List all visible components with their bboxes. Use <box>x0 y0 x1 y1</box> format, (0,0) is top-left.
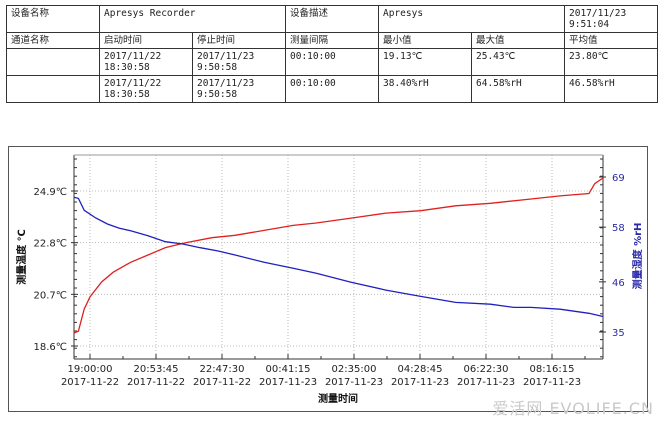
summary-table: 设备名称 Apresys Recorder 设备描述 Apresys 2017/… <box>6 5 658 103</box>
y-left-tick-label: 18.6℃ <box>34 342 68 353</box>
x-tick-date: 2017-11-22 <box>193 377 251 388</box>
cell-min: 19.13℃ <box>378 48 472 76</box>
x-tick-date: 2017-11-22 <box>61 377 119 388</box>
x-tick-date: 2017-11-23 <box>523 377 581 388</box>
y-right-title: 测量湿度 %rH <box>631 223 644 290</box>
cell-stop: 2017/11/23 9:50:58 <box>192 48 286 76</box>
y-left-title: 测量温度 ℃ <box>15 229 28 285</box>
cell-stop: 2017/11/23 9:50:58 <box>192 75 286 103</box>
report-timestamp: 2017/11/23 9:51:04 <box>564 5 658 33</box>
x-tick-date: 2017-11-23 <box>457 377 515 388</box>
x-tick-date: 2017-11-22 <box>127 377 185 388</box>
table-row: 2017/11/22 18:30:58 2017/11/23 9:50:58 00:… <box>6 75 658 103</box>
y-right-tick-label: 35 <box>612 328 625 339</box>
x-tick-date: 2017-11-23 <box>325 377 383 388</box>
chart-frame <box>8 146 648 412</box>
x-tick-time: 02:35:00 <box>332 364 377 375</box>
axes <box>71 154 606 360</box>
y-right-tick-label: 69 <box>612 173 625 184</box>
humidity-line <box>73 196 604 318</box>
table-row: 2017/11/22 18:30:58 2017/11/23 9:50:58 00:… <box>6 48 658 76</box>
x-tick-time: 08:16:15 <box>530 364 575 375</box>
cell-min: 38.40%rH <box>378 75 472 103</box>
x-tick-time: 04:28:45 <box>398 364 443 375</box>
x-tick-time: 20:53:45 <box>134 364 179 375</box>
y-left-tick-label: 22.8℃ <box>34 239 68 250</box>
cell-avg: 46.58%rH <box>564 75 658 103</box>
cell-max: 25.43℃ <box>471 48 565 76</box>
watermark: 爱活网 EVOLIFE.CN <box>492 399 654 418</box>
x-tick-time: 22:47:30 <box>200 364 245 375</box>
cell-interval: 00:10:00 <box>285 48 379 76</box>
x-tick-time: 19:00:00 <box>68 364 113 375</box>
x-tick-date: 2017-11-23 <box>391 377 449 388</box>
x-title: 测量时间 <box>318 392 358 405</box>
y-right-tick-label: 46 <box>612 278 625 289</box>
cell-max: 64.58%rH <box>471 75 565 103</box>
y-left-tick-label: 20.7℃ <box>34 290 68 301</box>
cell-avg: 23.80℃ <box>564 48 658 76</box>
y-right-tick-label: 58 <box>612 223 625 234</box>
axis-labels: 19:00:00 2017-11-22 20:53:45 2017-11-22 22:4… <box>15 173 644 405</box>
series-lines <box>73 177 604 334</box>
x-tick-date: 2017-11-23 <box>259 377 317 388</box>
cell-start: 2017/11/22 18:30:58 <box>99 75 193 103</box>
x-tick-time: 06:22:30 <box>464 364 509 375</box>
temperature-line <box>73 177 604 334</box>
y-left-tick-label: 24.9℃ <box>34 187 68 198</box>
cell-channel <box>6 75 100 103</box>
grid-lines <box>74 155 603 359</box>
x-tick-time: 00:41:15 <box>266 364 311 375</box>
